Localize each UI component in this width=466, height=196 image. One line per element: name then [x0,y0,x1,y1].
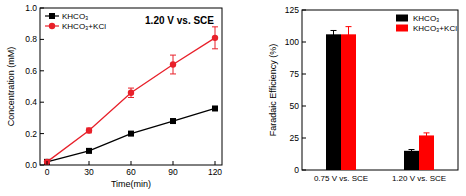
x-tick [131,161,132,165]
y-tick-label: 0.0 [25,160,37,170]
data-point [44,159,50,165]
y-tick [302,42,306,43]
y-tick-label: 0.6 [25,66,37,76]
error-bar [86,128,92,133]
chart-0: 0.0 0.2 0.4 0.6 0.8 1.0 Concentration (mM) 0 30 6… [6,3,222,189]
y-tick [302,170,306,171]
y-tick-label: 0.4 [25,97,37,107]
legend-label: KHCO₃+KCl [413,24,457,33]
x-tick-label: 90 [168,167,178,177]
data-point [86,127,92,133]
y-tick-label: 1.0 [25,3,37,13]
figure: 0.0 0.2 0.4 0.6 0.8 1.0 Concentration (mM) 0 30 6… [0,0,466,196]
data-point [212,105,218,111]
y-tick [40,39,44,40]
error-bar [346,27,352,42]
legend-swatch [396,15,408,22]
series-line [47,108,215,161]
y-tick [302,74,306,75]
y-tick [302,138,306,139]
y-tick [40,70,44,71]
x-tick-label: 0 [45,167,50,177]
series-line [47,38,215,162]
data-point [128,90,134,96]
error-bar [331,30,337,38]
y-axis-label: Concentration (mM) [6,47,16,127]
y-tick-label: 125 [285,5,299,15]
y-axis-label: Faradaic Efficiency (%) [268,44,278,136]
data-point [86,148,92,154]
x-tick [173,161,174,165]
bar [404,151,419,170]
legend-marker [49,23,55,29]
error-bar [128,88,134,97]
annotation: 1.20 V vs. SCE [145,15,214,26]
legend-label: KHCO₃ [62,12,88,21]
x-tick-label: 0.75 V vs. SCE [314,174,368,183]
y-tick [40,8,44,9]
y-tick-label: 0.2 [25,129,37,139]
y-tick-label: 100 [285,37,299,47]
plot-frame [40,8,222,165]
x-tick-label: 30 [84,167,94,177]
y-tick [40,133,44,134]
x-tick-label: 120 [208,167,222,177]
y-tick [302,10,306,11]
chart-1: 0 25 50 75 100 125 Faradaic Efficiency (%) 0.75… [268,5,458,183]
bar [341,34,356,170]
error-bar [212,27,218,49]
legend-label: KHCO₃ [413,14,439,23]
y-tick-label: 0.8 [25,34,37,44]
data-point [44,159,50,165]
data-point [128,131,134,137]
y-tick-label: 50 [290,101,300,111]
x-tick [215,161,216,165]
legend-swatch [396,25,408,32]
x-axis-label: Time(min) [111,179,151,189]
y-tick [40,102,44,103]
data-point [212,35,218,41]
y-tick [40,165,44,166]
x-tick [89,161,90,165]
bar [326,34,341,170]
y-tick-label: 0 [294,165,299,175]
data-point [170,118,176,124]
error-bar [424,133,430,138]
x-tick-label: 1.20 V vs. SCE [392,174,446,183]
y-tick [302,106,306,107]
data-point [170,61,176,67]
error-bar [409,150,415,153]
error-bar [170,55,176,74]
legend-marker [49,13,55,19]
y-tick-label: 25 [290,133,300,143]
plot-frame [302,10,458,170]
marks [44,27,218,165]
bar [419,135,434,170]
x-tick-label: 60 [126,167,136,177]
x-tick [47,161,48,165]
legend-label: KHCO₃+KCl [62,22,106,31]
marks [326,27,434,170]
y-tick-label: 75 [290,69,300,79]
